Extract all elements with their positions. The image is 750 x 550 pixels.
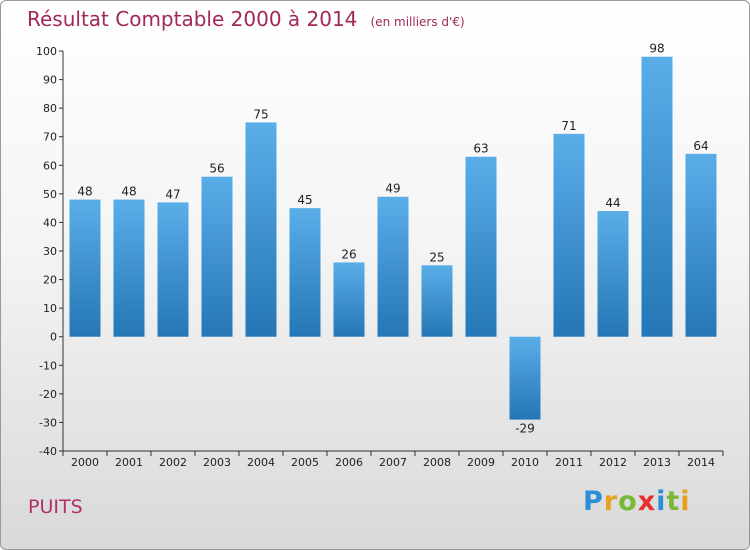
y-tick-label: 20	[43, 274, 57, 287]
bar-2011	[553, 133, 585, 337]
data-label-2000: 48	[77, 185, 92, 199]
x-tick-label-2011: 2011	[555, 456, 583, 469]
data-label-2005: 45	[297, 193, 312, 207]
y-tick-label: 10	[43, 302, 57, 315]
y-tick-label: 40	[43, 216, 57, 229]
logo-letter: o	[618, 486, 638, 517]
bar-2000	[69, 199, 101, 337]
data-label-2011: 71	[561, 119, 576, 133]
bar-2001	[113, 199, 145, 337]
logo-letter: t	[666, 486, 681, 517]
bar-2006	[333, 262, 365, 337]
bar-2004	[245, 122, 277, 337]
chart-subtitle: (en milliers d'€)	[370, 15, 465, 29]
y-tick-label: 0	[50, 331, 57, 344]
chart-title: Résultat Comptable 2000 à 2014	[27, 7, 358, 31]
x-tick-label-2002: 2002	[159, 456, 187, 469]
y-tick-label: 50	[43, 188, 57, 201]
bar-2002	[157, 202, 189, 337]
bar-2003	[201, 176, 233, 337]
data-label-2002: 47	[165, 187, 180, 201]
y-tick-label: 30	[43, 245, 57, 258]
y-tick-label: -20	[39, 388, 57, 401]
y-tick-label: -40	[39, 445, 57, 458]
x-tick-label-2006: 2006	[335, 456, 363, 469]
bar-2009	[465, 156, 497, 337]
x-tick-label-2004: 2004	[247, 456, 275, 469]
x-tick-label-2009: 2009	[467, 456, 495, 469]
logo-letter: P	[583, 486, 604, 517]
y-tick-label: 80	[43, 102, 57, 115]
x-tick-label-2012: 2012	[599, 456, 627, 469]
data-label-2003: 56	[209, 162, 224, 176]
y-tick-label: -10	[39, 359, 57, 372]
x-tick-label-2013: 2013	[643, 456, 671, 469]
data-label-2006: 26	[341, 247, 356, 261]
x-tick-label-2007: 2007	[379, 456, 407, 469]
data-label-2014: 64	[693, 139, 708, 153]
data-label-2013: 98	[649, 42, 664, 56]
logo-letter: i	[656, 486, 667, 517]
data-label-2012: 44	[605, 196, 620, 210]
logo-letter: i	[680, 486, 691, 517]
data-label-2008: 25	[429, 250, 444, 264]
data-label-2010: -29	[515, 422, 535, 436]
y-tick-label: 60	[43, 159, 57, 172]
x-tick-label-2000: 2000	[71, 456, 99, 469]
data-label-2001: 48	[121, 185, 136, 199]
y-tick-label: -30	[39, 416, 57, 429]
data-label-2004: 75	[253, 107, 268, 121]
x-tick-label-2001: 2001	[115, 456, 143, 469]
x-tick-label-2003: 2003	[203, 456, 231, 469]
x-tick-label-2010: 2010	[511, 456, 539, 469]
x-tick-label-2014: 2014	[687, 456, 715, 469]
y-tick-label: 90	[43, 74, 57, 87]
bar-2013	[641, 56, 673, 337]
bar-2014	[685, 153, 717, 337]
title-block: Résultat Comptable 2000 à 2014 (en milli…	[27, 7, 465, 31]
y-tick-label: 100	[36, 45, 57, 58]
bar-2010	[509, 336, 541, 420]
proxiti-logo: Proxiti	[583, 486, 691, 517]
bar-2007	[377, 196, 409, 337]
city-name: PUITS	[28, 496, 83, 518]
data-label-2007: 49	[385, 182, 400, 196]
y-tick-label: 70	[43, 131, 57, 144]
bar-2008	[421, 265, 453, 337]
x-tick-label-2008: 2008	[423, 456, 451, 469]
x-tick-label-2005: 2005	[291, 456, 319, 469]
logo-letter: r	[603, 486, 619, 517]
logo-letter: x	[637, 486, 657, 517]
data-label-2009: 63	[473, 142, 488, 156]
bar-2005	[289, 208, 321, 337]
bar-2012	[597, 211, 629, 337]
